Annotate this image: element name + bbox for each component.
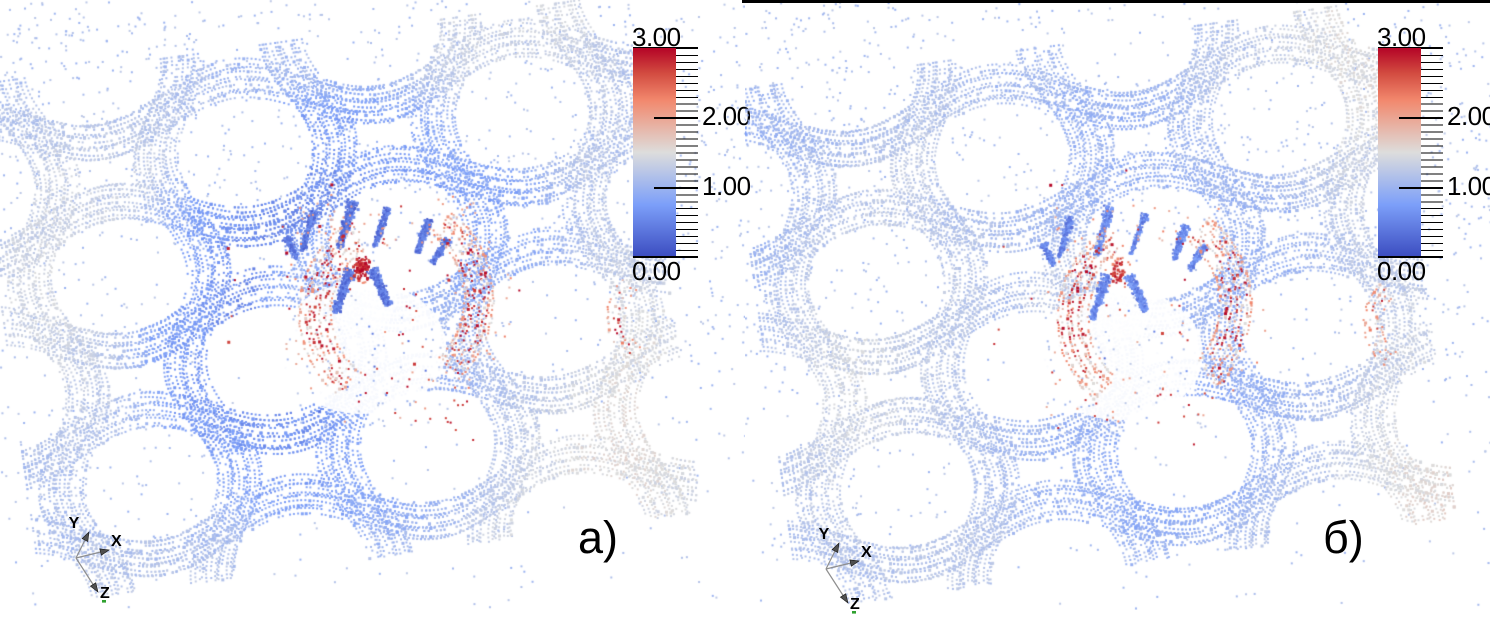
- triad-green-marker: [852, 611, 856, 614]
- colorbar-tick-label-1: 1.00: [1447, 171, 1490, 201]
- colorbar-max-label: 3.00: [1377, 22, 1426, 52]
- colorbar-tick-1: [1399, 187, 1443, 189]
- z-axis-arrow-icon: [89, 582, 99, 593]
- colorbar-tick-2: [654, 117, 698, 119]
- subfigure-caption-a: а): [578, 512, 619, 563]
- colorbar-tick-2: [1399, 117, 1443, 119]
- point-cloud-canvas-b: [745, 0, 1490, 610]
- colorbar-tick-label-2: 2.00: [702, 101, 751, 131]
- y-axis-label: Y: [819, 526, 830, 543]
- y-axis-label: Y: [69, 515, 80, 532]
- z-axis-label: Z: [850, 596, 860, 613]
- z-axis-label: Z: [100, 585, 110, 602]
- x-axis-arrow-icon: [849, 559, 860, 567]
- panel-a: 3.00 2.00 1.00 0.00 Y X Z а): [0, 0, 751, 610]
- point-cloud-canvas-a: [0, 0, 745, 610]
- y-axis-arrow-icon: [831, 542, 840, 553]
- orientation-axes-widget: Y X Z: [819, 526, 872, 614]
- colorbar-b: 3.00 2.00 1.00 0.00: [1377, 22, 1490, 292]
- colorbar-tick-label-2: 2.00: [1447, 101, 1490, 131]
- colorbar-a: 3.00 2.00 1.00 0.00: [632, 22, 751, 292]
- colorbar-bottom-tick: [1378, 256, 1443, 258]
- subfigure-caption-b: б): [1323, 512, 1364, 563]
- z-axis-line: [75, 557, 97, 590]
- triad-green-marker: [102, 600, 106, 603]
- colorbar-min-label: 0.00: [1377, 256, 1426, 286]
- y-axis-arrow-icon: [81, 531, 90, 542]
- x-axis-arrow-icon: [99, 548, 110, 556]
- colorbar-min-label: 0.00: [632, 256, 681, 286]
- colorbar-gradient: [1378, 48, 1421, 257]
- orientation-axes-widget: Y X Z: [69, 515, 122, 603]
- z-axis-line: [825, 568, 847, 601]
- colorbar-max-label: 3.00: [632, 22, 681, 52]
- colorbar-minor-ticks: [676, 48, 698, 258]
- x-axis-label: X: [111, 533, 122, 550]
- panel-b: 3.00 2.00 1.00 0.00 Y X Z б): [745, 0, 1490, 614]
- x-axis-label: X: [861, 544, 872, 561]
- colorbar-tick-1: [654, 187, 698, 189]
- top-border-line: [742, 0, 1490, 3]
- z-axis-arrow-icon: [839, 593, 849, 604]
- colorbar-bottom-tick: [633, 256, 698, 258]
- colorbar-tick-label-1: 1.00: [702, 171, 751, 201]
- colorbar-minor-ticks: [1421, 48, 1443, 258]
- colorbar-gradient: [633, 48, 676, 257]
